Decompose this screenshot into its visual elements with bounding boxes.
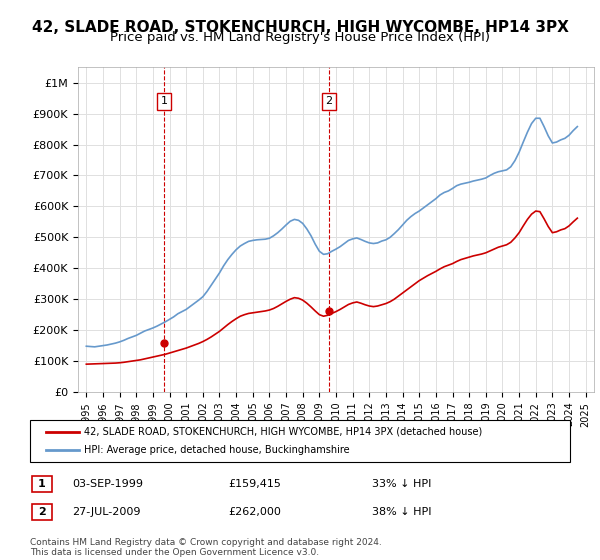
Text: £159,415: £159,415 [228, 479, 281, 489]
Text: 42, SLADE ROAD, STOKENCHURCH, HIGH WYCOMBE, HP14 3PX (detached house): 42, SLADE ROAD, STOKENCHURCH, HIGH WYCOM… [84, 427, 482, 437]
FancyBboxPatch shape [32, 505, 52, 520]
FancyBboxPatch shape [32, 477, 52, 492]
FancyBboxPatch shape [30, 420, 570, 462]
Text: 1: 1 [161, 96, 167, 106]
Text: 2: 2 [38, 507, 46, 517]
Text: Price paid vs. HM Land Registry's House Price Index (HPI): Price paid vs. HM Land Registry's House … [110, 31, 490, 44]
Text: £262,000: £262,000 [228, 507, 281, 517]
Text: HPI: Average price, detached house, Buckinghamshire: HPI: Average price, detached house, Buck… [84, 445, 350, 455]
Text: 2: 2 [325, 96, 332, 106]
Text: 42, SLADE ROAD, STOKENCHURCH, HIGH WYCOMBE, HP14 3PX: 42, SLADE ROAD, STOKENCHURCH, HIGH WYCOM… [32, 20, 568, 35]
Text: 27-JUL-2009: 27-JUL-2009 [72, 507, 140, 517]
Text: 1: 1 [38, 479, 46, 489]
Text: Contains HM Land Registry data © Crown copyright and database right 2024.
This d: Contains HM Land Registry data © Crown c… [30, 538, 382, 557]
Text: 33% ↓ HPI: 33% ↓ HPI [372, 479, 431, 489]
Text: 03-SEP-1999: 03-SEP-1999 [72, 479, 143, 489]
Text: 38% ↓ HPI: 38% ↓ HPI [372, 507, 431, 517]
